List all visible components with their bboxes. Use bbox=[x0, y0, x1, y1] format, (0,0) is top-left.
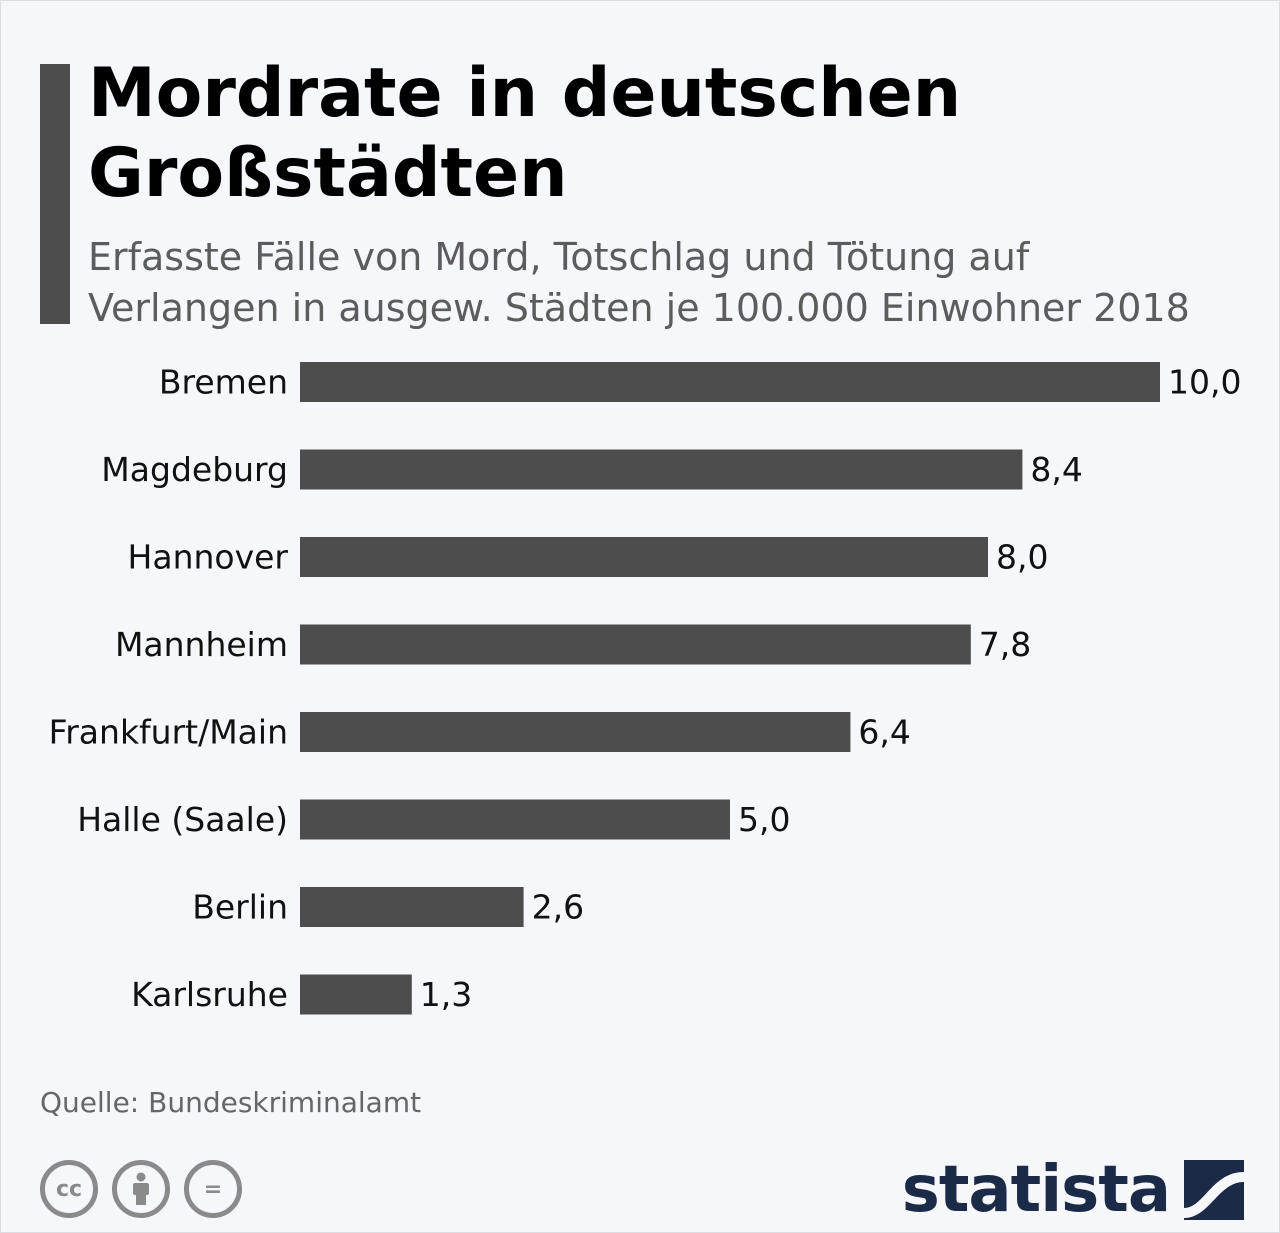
chart-subtitle: Erfasste Fälle von Mord, Totschlag und T… bbox=[88, 235, 1190, 330]
category-label: Magdeburg bbox=[101, 450, 288, 489]
value-label: 8,0 bbox=[996, 538, 1048, 577]
value-label: 2,6 bbox=[532, 888, 584, 927]
value-label: 7,8 bbox=[979, 625, 1031, 664]
value-label: 8,4 bbox=[1030, 450, 1082, 489]
value-label: 1,3 bbox=[420, 975, 472, 1014]
license-icons: cc = bbox=[40, 1160, 242, 1218]
no-derivatives-icon[interactable]: = bbox=[184, 1160, 242, 1218]
bar[interactable] bbox=[300, 362, 1160, 402]
category-label: Karlsruhe bbox=[131, 975, 288, 1014]
value-label: 10,0 bbox=[1168, 363, 1241, 402]
title-accent-bar bbox=[40, 64, 70, 324]
attribution-icon[interactable] bbox=[112, 1160, 170, 1218]
bar[interactable] bbox=[300, 712, 851, 752]
bar-chart: Bremen 10,0 Magdeburg 8,4 Hannover 8,0 Mannhei… bbox=[49, 362, 1241, 1015]
bar[interactable] bbox=[300, 974, 412, 1015]
bar[interactable] bbox=[300, 887, 524, 927]
category-label: Bremen bbox=[159, 363, 288, 402]
statista-mark-icon bbox=[1184, 1160, 1244, 1220]
category-label: Berlin bbox=[192, 888, 288, 927]
source-note: Quelle: Bundeskriminalamt bbox=[40, 1086, 422, 1119]
bar[interactable] bbox=[300, 449, 1023, 490]
nd-icon-text: = bbox=[203, 1176, 223, 1202]
value-label: 6,4 bbox=[858, 713, 910, 752]
bar[interactable] bbox=[300, 624, 971, 665]
cc-icon-text: cc bbox=[55, 1176, 83, 1202]
category-label: Halle (Saale) bbox=[77, 800, 288, 839]
category-label: Frankfurt/Main bbox=[49, 713, 288, 752]
bar[interactable] bbox=[300, 537, 988, 577]
statista-logo[interactable]: statista bbox=[902, 1150, 1244, 1230]
person-icon bbox=[133, 1172, 149, 1205]
category-label: Hannover bbox=[128, 538, 289, 577]
chart-title: Mordrate in deutschen Großstädten bbox=[88, 54, 962, 213]
value-label: 5,0 bbox=[738, 800, 790, 839]
bar[interactable] bbox=[300, 799, 730, 840]
category-label: Mannheim bbox=[115, 625, 288, 664]
cc-icon[interactable]: cc bbox=[40, 1160, 98, 1218]
brand-name: statista bbox=[901, 1153, 1171, 1227]
